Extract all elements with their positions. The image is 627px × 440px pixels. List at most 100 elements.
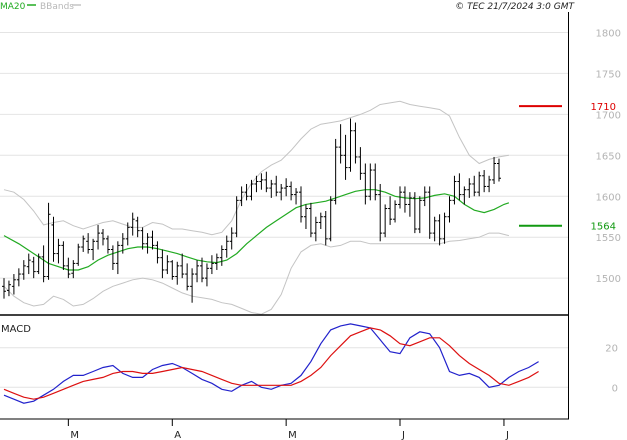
ohlc-bar xyxy=(224,235,229,258)
ohlc-bar xyxy=(140,227,145,250)
bband-lower-line xyxy=(3,232,510,315)
ohlc-bar xyxy=(333,138,338,205)
ohlc-bar xyxy=(11,274,16,295)
ohlc-bar xyxy=(180,253,185,279)
ohlc-bar xyxy=(412,192,417,234)
macd-y-tick-label: 0 xyxy=(612,383,618,394)
ohlc-bar xyxy=(472,175,477,197)
ohlc-bar xyxy=(86,233,91,254)
ohlc-bar xyxy=(204,263,209,287)
ohlc-bar xyxy=(284,178,289,197)
ohlc-bar xyxy=(249,179,254,201)
macd-line xyxy=(3,323,539,404)
ohlc-bar xyxy=(239,186,244,207)
ohlc-bar xyxy=(2,278,6,299)
ohlc-bar xyxy=(96,224,101,250)
ohlc-bar xyxy=(492,156,497,184)
price-chart: 1710 1564 1800 1750 1700 1650 1600 1550 1500 xyxy=(0,12,621,316)
ohlc-bar xyxy=(31,256,36,279)
ma20-line xyxy=(3,189,510,271)
ohlc-bar xyxy=(214,253,219,270)
ohlc-bar xyxy=(328,196,333,242)
resistance-level-label: 1710 xyxy=(591,102,616,113)
ohlc-bar xyxy=(422,186,427,207)
month-tick-label: A xyxy=(174,430,181,440)
indicator-ma-label: MA20 xyxy=(0,2,26,12)
ohlc-bar xyxy=(200,257,204,283)
ohlc-bar xyxy=(229,227,234,250)
macd-gridlines xyxy=(0,347,568,388)
ohlc-bar xyxy=(175,261,180,285)
ohlc-bar xyxy=(61,241,66,270)
ohlc-bar xyxy=(155,241,160,264)
ohlc-bar xyxy=(383,204,388,238)
ohlc-bar xyxy=(363,163,368,205)
price-y-tick-label: 1550 xyxy=(596,233,621,244)
ohlc-bar xyxy=(427,186,432,239)
ohlc-bar xyxy=(497,158,501,182)
ohlc-bar xyxy=(209,255,214,275)
ohlc-bar xyxy=(398,186,402,209)
ohlc-bar xyxy=(437,214,442,246)
ohlc-bar xyxy=(150,230,155,250)
ohlc-bar xyxy=(56,238,61,264)
month-tick-label: J xyxy=(505,430,509,440)
ohlc-bar xyxy=(145,233,150,254)
ohlc-bar xyxy=(234,196,239,238)
ohlc-bar xyxy=(125,222,130,246)
ohlc-bar xyxy=(165,255,170,275)
ohlc-bar xyxy=(66,257,71,279)
ohlc-bar xyxy=(407,192,412,217)
ohlc-bar xyxy=(6,280,11,297)
ohlc-bar xyxy=(120,233,125,254)
ohlc-bar xyxy=(71,260,76,279)
ohlc-bar xyxy=(447,196,452,223)
ohlc-bar xyxy=(274,175,279,197)
ohlc-bar xyxy=(41,245,46,283)
price-y-tick-label: 1750 xyxy=(596,69,621,80)
ohlc-bar xyxy=(338,124,343,164)
ohlc-bar xyxy=(110,245,115,270)
ohlc-bar xyxy=(185,263,190,291)
macd-chart: MACD 20 0 M A M J J xyxy=(0,316,618,440)
moving-average xyxy=(3,189,510,271)
macd-y-tick-label: 20 xyxy=(605,344,618,355)
ohlc-bar xyxy=(299,186,303,223)
month-tick-label: J xyxy=(401,430,405,440)
month-tick-label: M xyxy=(70,430,79,440)
ohlc-bar xyxy=(477,171,482,197)
ohlc-bar xyxy=(318,212,323,230)
ohlc-bar xyxy=(264,171,269,193)
ohlc-bar xyxy=(373,163,378,201)
bollinger-bands xyxy=(3,100,510,315)
ohlc-bar xyxy=(51,216,56,262)
ohlc-bar xyxy=(195,260,200,283)
ohlc-bar xyxy=(378,183,383,242)
macd-lines xyxy=(3,323,539,404)
ohlc-bar xyxy=(294,188,299,205)
chart-header: MA20 BBands © TEC 21/7/2024 3:0 GMT xyxy=(0,2,576,12)
ohlc-bar xyxy=(482,170,487,193)
ohlc-bar xyxy=(46,202,51,280)
ohlc-bar xyxy=(457,173,462,201)
ohlc-bar xyxy=(432,216,437,242)
ohlc-bar xyxy=(358,147,363,180)
ohlc-bar xyxy=(269,179,274,198)
ohlc-bar xyxy=(101,229,105,246)
ohlc-bar xyxy=(130,212,135,236)
price-y-axis: 1800 1750 1700 1650 1600 1550 1500 xyxy=(596,28,621,285)
ohlc-bar xyxy=(462,186,467,205)
ohlc-bar xyxy=(170,260,175,280)
ohlc-bar xyxy=(303,204,308,230)
support-level-label: 1564 xyxy=(591,222,616,233)
price-y-tick-label: 1800 xyxy=(596,28,621,39)
ohlc-bar xyxy=(115,241,120,275)
ohlc-bar xyxy=(308,202,313,238)
indicator-bbands-label: BBands xyxy=(40,2,74,12)
ohlc-bar xyxy=(160,249,165,279)
price-y-tick-label: 1700 xyxy=(596,110,621,121)
ohlc-bar xyxy=(91,238,96,261)
macd-y-axis: 20 0 xyxy=(605,344,618,395)
ohlc-bar xyxy=(452,175,457,205)
ohlc-bar xyxy=(289,181,294,201)
